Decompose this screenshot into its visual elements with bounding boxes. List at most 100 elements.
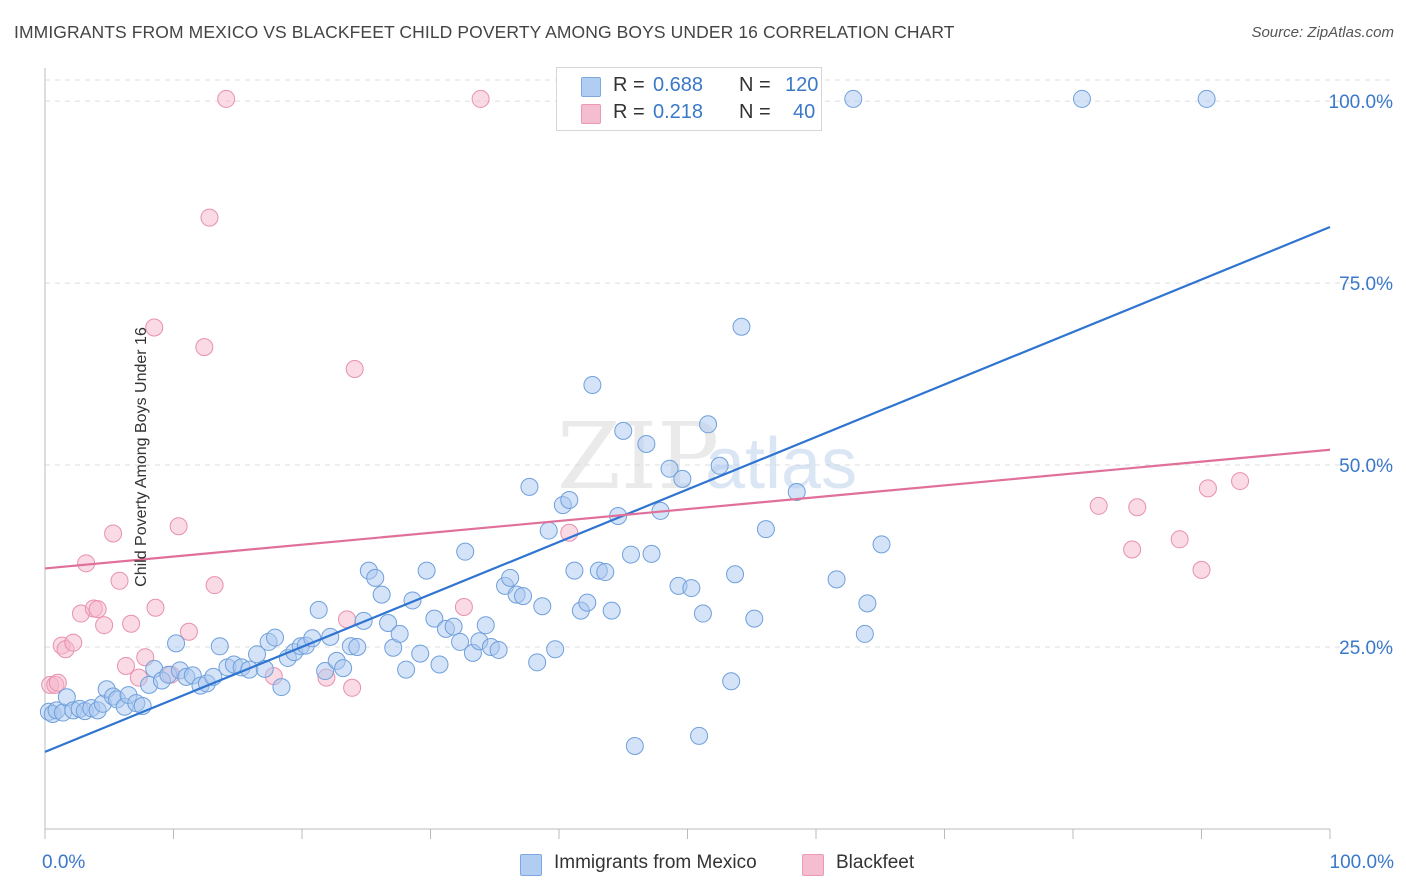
blackfeet-point (110, 571, 129, 590)
blackfeet-point (1128, 498, 1147, 517)
mexico-point (366, 568, 385, 587)
mexico-point (476, 616, 495, 635)
mexico-point (520, 477, 539, 496)
blackfeet-point (217, 89, 236, 108)
blackfeet-points (41, 89, 1250, 697)
mexico-point (501, 568, 520, 587)
blackfeet-point (343, 678, 362, 697)
mexico-point (444, 617, 463, 636)
blackfeet-point (345, 359, 364, 378)
trend-lines (44, 226, 1331, 753)
blackfeet-point (1198, 479, 1217, 498)
mexico-point (827, 570, 846, 589)
mexico-point (673, 469, 692, 488)
mexico-point (625, 737, 644, 756)
mexico-point (578, 593, 597, 612)
axes (44, 68, 1331, 839)
blackfeet-point (145, 318, 164, 337)
mexico-point (514, 587, 533, 606)
mexico-point (546, 640, 565, 659)
mexico-points (39, 89, 1216, 756)
mexico-point (660, 459, 679, 478)
mexico-point (614, 421, 633, 440)
mexico-point (379, 614, 398, 633)
legend-label-blackfeet: Blackfeet (836, 852, 915, 873)
mexico-point (858, 594, 877, 613)
grid-lines (45, 79, 1395, 648)
mexico-point (642, 544, 661, 563)
blackfeet-point (454, 597, 473, 616)
mexico-point (732, 317, 751, 336)
legend-r-label: R = (613, 74, 645, 96)
mexico-point (425, 609, 444, 628)
x-tick-label-min: 0.0% (42, 852, 86, 873)
legend-swatch-blackfeet (581, 104, 601, 124)
mexico-point (682, 579, 701, 598)
mexico-point (539, 521, 558, 540)
mexico-point (855, 624, 874, 643)
watermark-zip: ZIP (557, 403, 719, 510)
blackfeet-point (146, 598, 165, 617)
x-tick-label-max: 100.0% (1329, 852, 1394, 873)
blackfeet-point (195, 338, 214, 357)
legend-n-label: N = (739, 101, 771, 123)
mexico-point (167, 634, 186, 653)
mexico-point (1072, 89, 1091, 108)
mexico-point (309, 600, 328, 619)
mexico-point (528, 653, 547, 672)
blackfeet-point (88, 600, 107, 619)
mexico-point (621, 545, 640, 564)
y-axis-label: Child Poverty Among Boys Under 16 (132, 327, 150, 587)
mexico-point (240, 660, 259, 679)
mexico-point (637, 434, 656, 453)
mexico-point (266, 628, 285, 647)
mexico-point (334, 659, 353, 678)
legend-n-value: 40 (793, 101, 816, 123)
blackfeet-point (1089, 496, 1108, 515)
mexico-point (533, 597, 552, 616)
blackfeet-point (116, 656, 135, 675)
y-tick-label: 75.0% (1339, 274, 1393, 295)
mexico-point (372, 585, 391, 604)
mexico-point (430, 655, 449, 674)
blackfeet-trend-line (44, 448, 1331, 570)
mexico-point (756, 520, 775, 539)
mexico-point (602, 601, 621, 620)
blackfeet-point (1123, 540, 1142, 559)
y-tick-label: 25.0% (1339, 638, 1393, 659)
mexico-point (710, 456, 729, 475)
mexico-point (722, 672, 741, 691)
blackfeet-point (200, 208, 219, 227)
blackfeet-point (104, 524, 123, 543)
blackfeet-point (1170, 530, 1189, 549)
mexico-point (397, 660, 416, 679)
legend-n-label: N = (739, 74, 771, 96)
mexico-point (583, 375, 602, 394)
mexico-point (1197, 89, 1216, 108)
mexico-point (693, 604, 712, 623)
mexico-point (248, 645, 267, 664)
y-tick-labels: 25.0% 50.0% 75.0% 100.0% (1329, 92, 1394, 659)
mexico-point (565, 561, 584, 580)
blackfeet-point (179, 622, 198, 641)
mexico-point (417, 561, 436, 580)
mexico-point (272, 678, 291, 697)
mexico-point (699, 415, 718, 434)
chart-title: IMMIGRANTS FROM MEXICO VS BLACKFEET CHIL… (14, 22, 955, 42)
series-legend: Immigrants from Mexico Blackfeet (0, 852, 1406, 878)
mexico-point (690, 726, 709, 745)
mexico-point (210, 637, 229, 656)
mexico-point (316, 662, 335, 681)
blackfeet-point (205, 576, 224, 595)
mexico-point (596, 563, 615, 582)
legend-r-label: R = (613, 101, 645, 123)
mexico-point (787, 482, 806, 501)
watermark: ZIP atlas (557, 403, 857, 510)
legend-label-mexico: Immigrants from Mexico (554, 852, 757, 873)
legend-r-value: 0.688 (653, 74, 704, 96)
mexico-point (390, 624, 409, 643)
blackfeet-point (64, 633, 83, 652)
blackfeet-point (1231, 472, 1250, 491)
legend-n-value: 120 (785, 74, 819, 96)
